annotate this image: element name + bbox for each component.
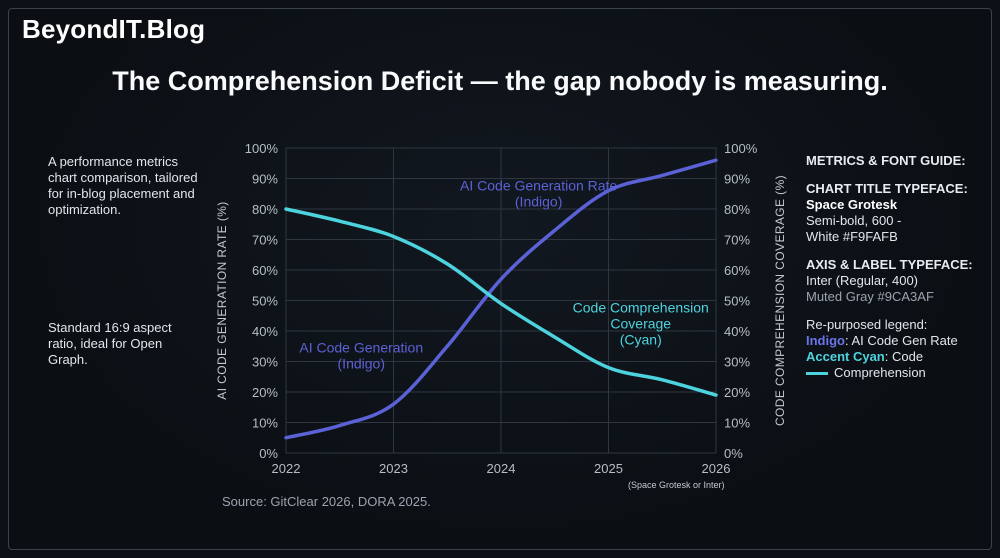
brand-logo: BeyondIT.Blog — [22, 14, 206, 44]
source-citation: Source: GitClear 2026, DORA 2025. — [222, 494, 431, 509]
y-tick-right: 30% — [724, 355, 750, 370]
y-tick-left: 40% — [252, 324, 278, 339]
x-tick: 2023 — [379, 461, 408, 476]
annotation-ai-0: AI Code Generation Rate (Indigo) — [460, 178, 617, 210]
guide-axis-color: Muted Gray #9CA3AF — [806, 289, 934, 304]
guide-legend-heading: Re-purposed legend: — [806, 317, 928, 332]
y-axis-label-left: AI CODE GENERATION RATE (%) — [215, 201, 229, 399]
y-axis-label-right: CODE COMPREHENSION COVERAGE (%) — [773, 175, 787, 426]
annotation-line: Coverage — [610, 316, 671, 332]
y-tick-right: 0% — [724, 446, 743, 461]
left-note-2: Standard 16:9 aspect ratio, ideal for Op… — [48, 320, 172, 367]
y-tick-left: 90% — [252, 172, 278, 187]
guide-heading: METRICS & FONT GUIDE: — [806, 153, 966, 168]
metrics-font-guide: METRICS & FONT GUIDE: CHART TITLE TYPEFA… — [806, 153, 986, 381]
x-tick: 2025 — [594, 461, 623, 476]
annotation-line: AI Code Generation — [299, 339, 423, 355]
x-tick: 2022 — [272, 461, 301, 476]
legend-cyan-text2: Comprehension — [834, 365, 926, 380]
legend-cyan-text: : Code — [884, 349, 924, 364]
y-tick-left: 30% — [252, 355, 278, 370]
y-tick-left: 10% — [252, 416, 278, 431]
x-tick: 2026 — [702, 461, 731, 476]
annotation-comprehension-0: Code Comprehension Coverage (Cyan) — [573, 300, 709, 348]
x-tick: 2024 — [487, 461, 516, 476]
guide-axis-label: AXIS & LABEL TYPEFACE: — [806, 257, 973, 272]
guide-chart-title-weight: Semi-bold, 600 - — [806, 213, 902, 228]
left-note-1: A performance metrics chart comparison, … — [48, 154, 198, 217]
y-tick-right: 50% — [724, 294, 750, 309]
annotation-line: AI Code Generation Rate — [460, 178, 617, 194]
series-line-ai — [284, 158, 718, 440]
y-tick-right: 100% — [724, 141, 758, 156]
annotation-ai-1: AI Code Generation (Indigo) — [299, 339, 423, 371]
y-tick-right: 10% — [724, 416, 750, 431]
guide-axis-font: Inter (Regular, 400) — [806, 273, 919, 288]
guide-chart-title-label: CHART TITLE TYPEFACE: — [806, 181, 968, 196]
legend-entry-cyan-cont: Comprehension — [806, 365, 986, 381]
series-line-comprehension — [284, 207, 718, 397]
annotation-line: (Indigo) — [338, 355, 385, 371]
annotation-line: (Indigo) — [515, 194, 562, 210]
page-title: The Comprehension Deficit — the gap nobo… — [112, 66, 888, 96]
guide-chart-title-font: Space Grotesk — [806, 197, 898, 212]
y-tick-left: 80% — [252, 202, 278, 217]
y-tick-left: 100% — [245, 141, 279, 156]
y-tick-left: 60% — [252, 263, 278, 278]
guide-chart-title-color: White #F9FAFB — [806, 229, 898, 244]
y-tick-right: 90% — [724, 172, 750, 187]
legend-entry-cyan: Accent Cyan: Code — [806, 349, 986, 365]
legend-indigo-key: Indigo — [806, 333, 845, 348]
legend-cyan-swatch — [806, 371, 828, 375]
y-tick-right: 60% — [724, 263, 750, 278]
y-tick-right: 70% — [724, 233, 750, 248]
y-tick-left: 70% — [252, 233, 278, 248]
y-tick-left: 50% — [252, 294, 278, 309]
annotation-line: (Cyan) — [620, 332, 662, 348]
y-tick-left: 0% — [259, 446, 278, 461]
annotation-line: Code Comprehension — [573, 300, 709, 316]
axis-typeface-note: (Space Grotesk or Inter) — [628, 480, 725, 490]
legend-indigo-text: : AI Code Gen Rate — [845, 333, 958, 348]
y-tick-right: 40% — [724, 324, 750, 339]
legend-cyan-key: Accent Cyan — [806, 349, 885, 364]
y-tick-right: 20% — [724, 385, 750, 400]
y-tick-right: 80% — [724, 202, 750, 217]
y-tick-left: 20% — [252, 385, 278, 400]
legend-entry-indigo: Indigo: AI Code Gen Rate — [806, 333, 986, 349]
